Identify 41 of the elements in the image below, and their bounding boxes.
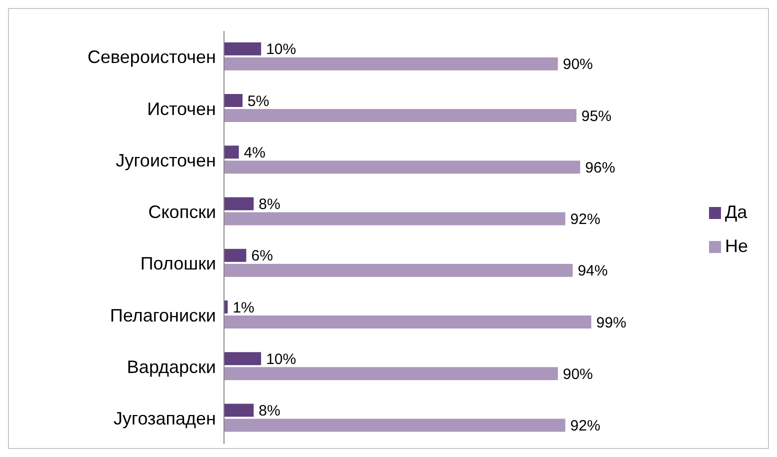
data-label: 95% xyxy=(581,108,612,125)
y-tick-label: Југоисточен xyxy=(116,150,216,170)
data-label: 92% xyxy=(570,211,600,228)
data-label: 6% xyxy=(251,248,273,265)
data-label: 8% xyxy=(258,196,280,214)
data-label: 90% xyxy=(562,56,593,74)
bar xyxy=(224,352,262,366)
bar xyxy=(224,57,558,70)
y-tick-label: Пелагониски xyxy=(110,305,216,326)
bar xyxy=(224,248,246,262)
data-label: 10% xyxy=(266,350,296,368)
data-label: 94% xyxy=(578,262,608,280)
bar xyxy=(224,42,262,56)
legend-label: Не xyxy=(724,236,748,256)
data-label: 90% xyxy=(562,366,593,383)
y-tick-label: Вардарски xyxy=(126,356,216,377)
bar xyxy=(224,160,580,174)
data-label: 10% xyxy=(266,41,296,58)
y-tick-label: Источен xyxy=(147,98,216,119)
bar xyxy=(224,197,254,210)
bar xyxy=(224,367,558,380)
bar xyxy=(224,404,254,417)
bar xyxy=(224,146,239,159)
data-label: 8% xyxy=(258,402,280,420)
data-label: 96% xyxy=(585,159,616,176)
y-tick-label: Скопски xyxy=(148,202,216,222)
bar xyxy=(224,108,576,122)
data-label: 5% xyxy=(248,92,270,110)
data-label: 4% xyxy=(244,144,266,162)
data-label: 92% xyxy=(570,418,600,435)
data-label: 99% xyxy=(596,314,626,332)
bar xyxy=(224,264,573,277)
y-tick-label: Југозападен xyxy=(114,408,216,429)
bar xyxy=(224,94,243,107)
data-label: 1% xyxy=(232,299,254,316)
bar xyxy=(224,418,566,432)
legend-label: Да xyxy=(724,202,748,222)
bar xyxy=(224,315,592,328)
y-tick-label: Полошки xyxy=(140,254,216,274)
y-tick-label: Североисточен xyxy=(88,47,216,68)
bar xyxy=(224,212,566,226)
